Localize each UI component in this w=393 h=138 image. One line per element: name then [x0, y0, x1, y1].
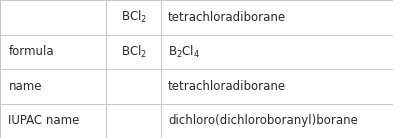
Text: tetrachloradiborane: tetrachloradiborane: [168, 11, 286, 24]
Text: BCl$_2$: BCl$_2$: [121, 9, 147, 25]
Text: IUPAC name: IUPAC name: [9, 114, 80, 127]
Text: B$_2$Cl$_4$: B$_2$Cl$_4$: [168, 44, 200, 60]
Text: name: name: [9, 80, 42, 93]
Text: tetrachloradiborane: tetrachloradiborane: [168, 80, 286, 93]
Text: formula: formula: [9, 45, 54, 58]
Text: BCl$_2$: BCl$_2$: [121, 44, 147, 60]
Text: dichloro(dichloroboranyl)borane: dichloro(dichloroboranyl)borane: [168, 114, 358, 127]
